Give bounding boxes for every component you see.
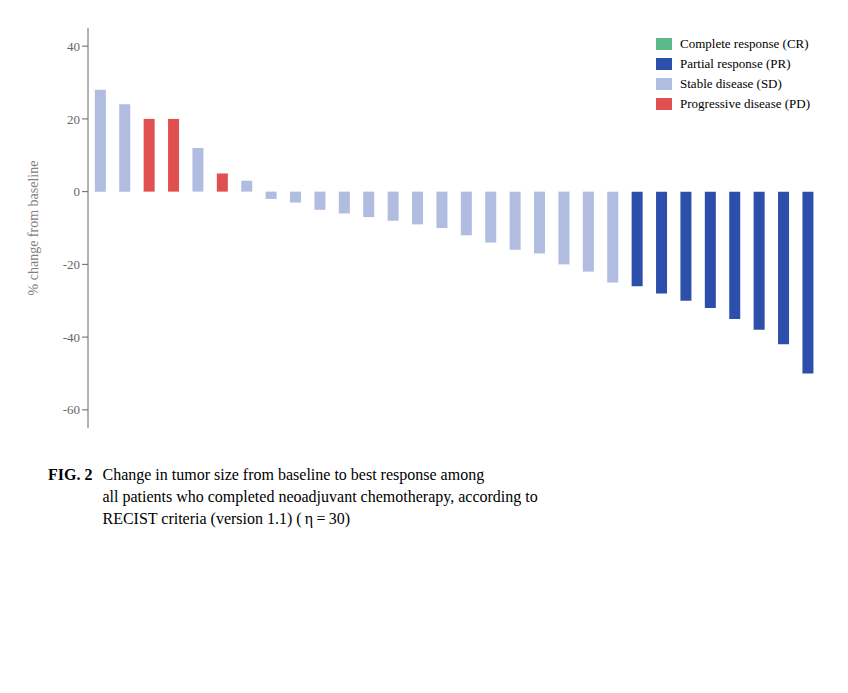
html-text:Change in tumor size from base: Change in tumor size from baseline to be… xyxy=(102,466,485,483)
svg-text:20: 20 xyxy=(67,112,80,127)
html-text:Complete response (CR): Complete response (CR) xyxy=(680,36,809,51)
svg-text:0: 0 xyxy=(74,184,81,199)
html-text:Partial response (PR): Partial response (PR) xyxy=(680,56,791,71)
html-text:RECIST criteria (version 1.1): RECIST criteria (version 1.1) ( η = 30) xyxy=(102,510,350,527)
html-text:Stable disease (SD): Stable disease (SD) xyxy=(680,76,782,91)
svg-text:40: 40 xyxy=(67,39,80,54)
svg-text:-20: -20 xyxy=(63,257,80,272)
svg-text:-40: -40 xyxy=(63,330,80,345)
html-text:all patients who completed neo: all patients who completed neoadjuvant c… xyxy=(102,488,538,505)
html-text:Progressive disease (PD): Progressive disease (PD) xyxy=(680,96,810,111)
html-text:FIG. 2: FIG. 2 xyxy=(48,466,93,483)
svg-text:% change from baseline: % change from baseline xyxy=(26,161,41,296)
svg-text:-60: -60 xyxy=(63,402,80,417)
